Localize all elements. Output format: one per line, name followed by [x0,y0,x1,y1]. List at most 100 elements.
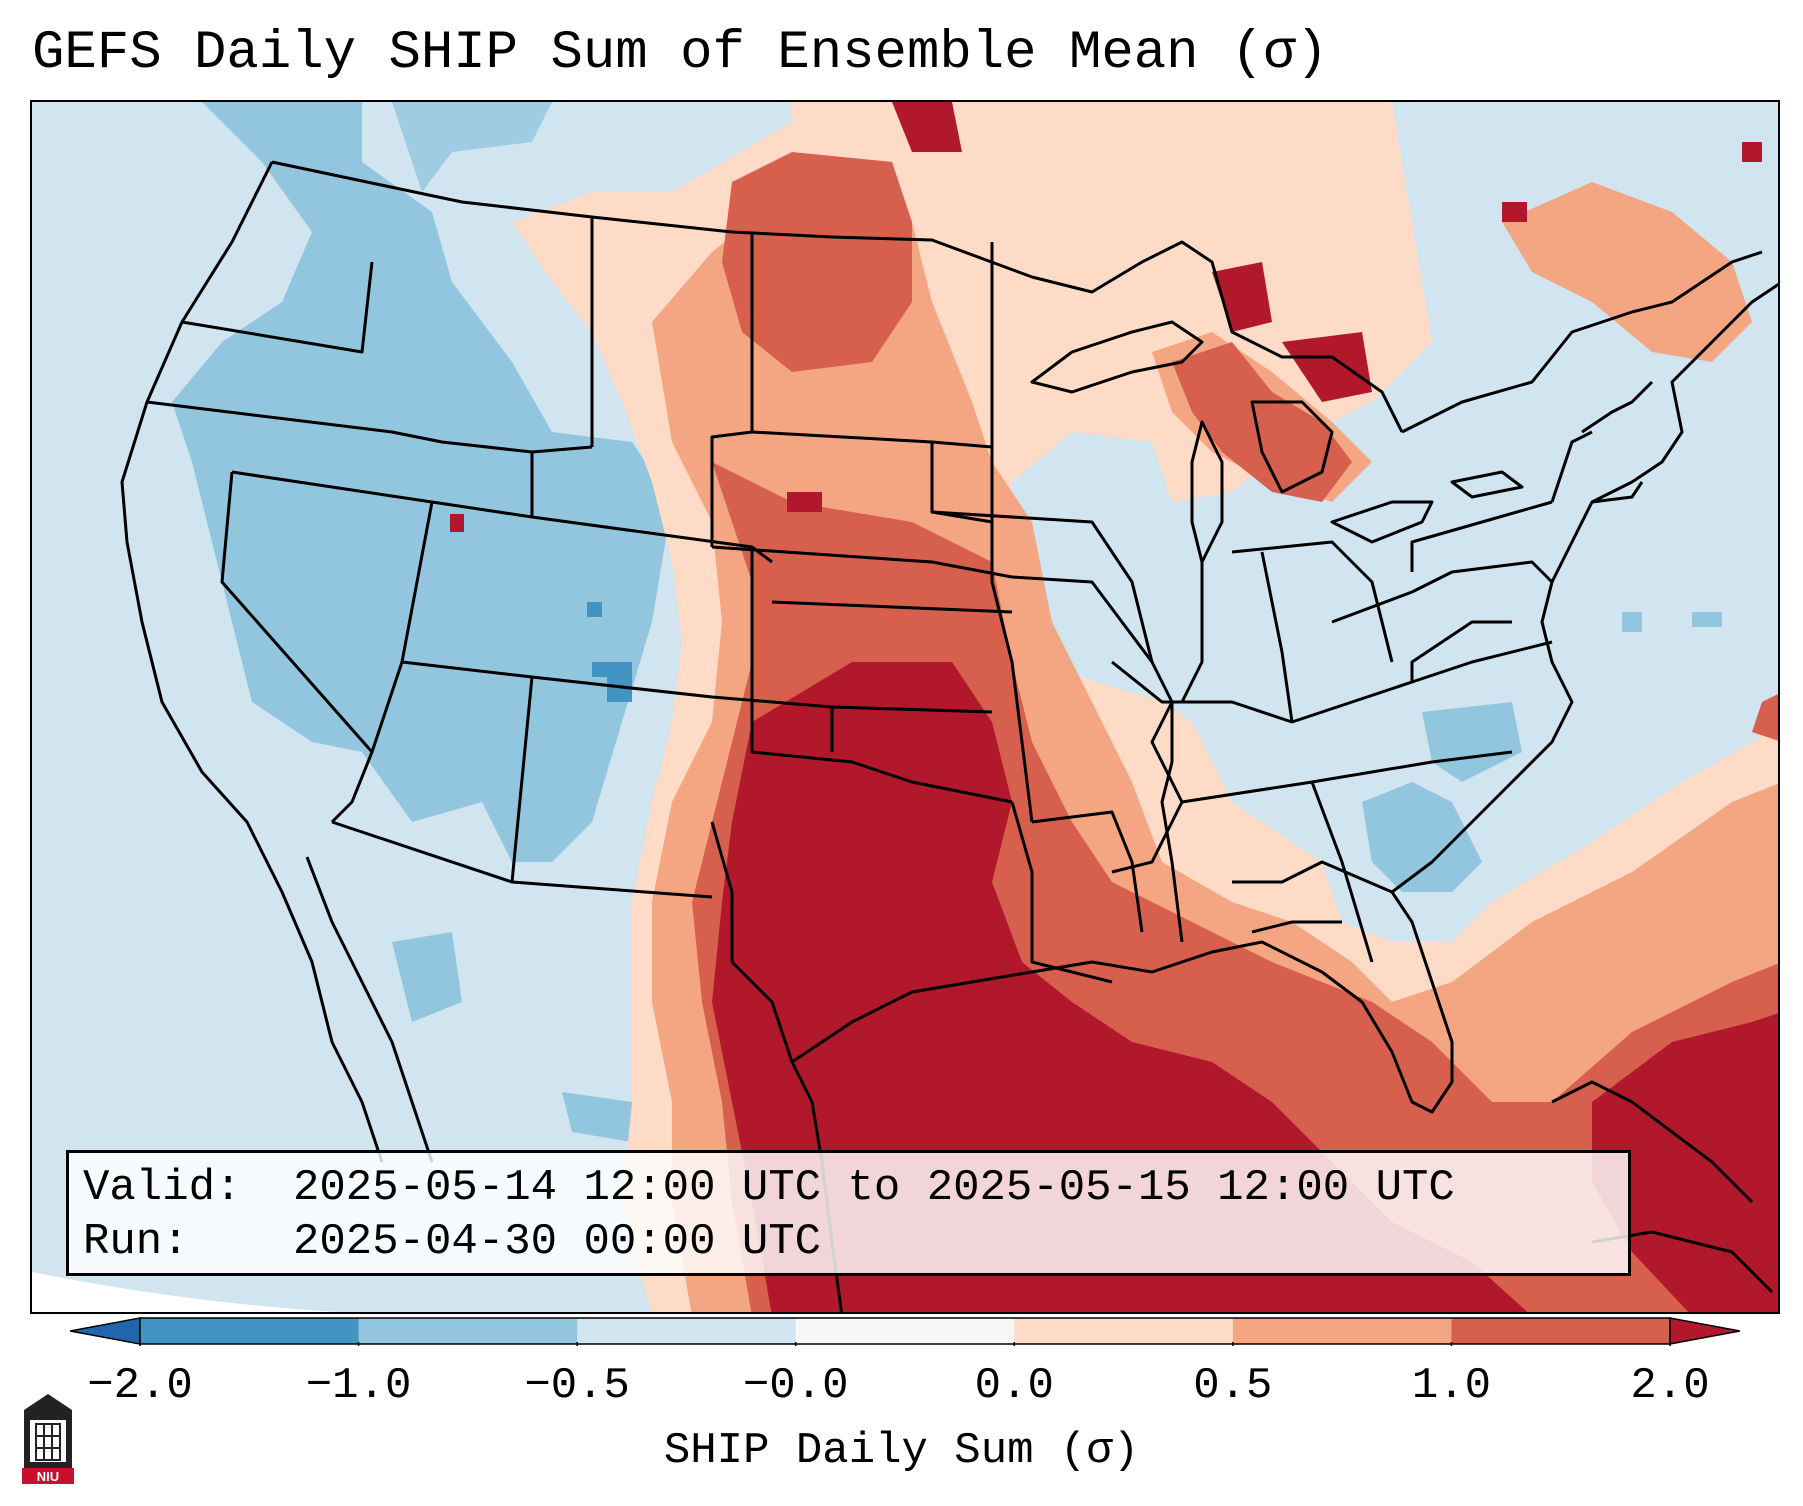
colorbar-tick-label: 0.5 [1193,1361,1273,1411]
colorbar [70,1317,1740,1346]
colorbar-segment [140,1318,360,1344]
state-border [1550,430,1593,503]
negative-anomaly-region [1692,612,1722,627]
negative-anomaly-region [1622,612,1642,632]
state-border [1031,810,1144,933]
great-lakes [1250,400,1334,494]
colorbar-segment [795,1318,1015,1344]
coastline [1551,1080,1754,1204]
colorbar-tick-label: −0.5 [524,1361,630,1411]
map-panel [30,100,1780,1314]
great-lakes [1450,470,1524,499]
state-border [710,821,734,962]
state-border [1010,801,1113,984]
valid-row: Valid: 2025-05-14 12:00 UTC to 2025-05-15… [83,1161,1614,1215]
great-lakes [1330,500,1434,544]
positive-anomaly-region [450,514,464,532]
colorbar-tick-label: 0.0 [974,1361,1054,1411]
state-border [930,442,1154,663]
valid-value: 2025-05-14 12:00 UTC to 2025-05-15 12:00… [293,1163,1455,1213]
state-border [401,660,993,714]
colorbar-segment [1451,1318,1671,1344]
negative-anomaly-region [1422,702,1522,782]
colorbar-segment [577,1318,797,1344]
valid-label: Valid: [83,1163,242,1213]
negative-anomaly-region [172,102,672,862]
niu-logo-icon: NIU [22,1394,74,1484]
state-border [330,501,434,824]
state-border [146,400,533,454]
colorbar-tick-label: 1.0 [1411,1361,1492,1411]
state-border [181,261,374,354]
state-border [1410,500,1553,572]
colorbar-label: SHIP Daily Sum (σ) [663,1426,1140,1476]
colorbar-segment [1232,1318,1452,1344]
us-canada-border [1401,250,1763,434]
state-border [1111,640,1553,724]
positive-anomaly-region [1502,182,1752,362]
colorbar-tick-label: −2.0 [87,1361,193,1411]
state-border [1410,620,1512,682]
negative-anomaly-region [592,662,632,702]
state-border [1591,481,1644,504]
state-border [220,471,374,753]
anomaly-map [32,102,1778,1312]
colorbar-segment [1014,1318,1234,1344]
state-border [750,702,1013,804]
state-border [1180,562,1204,703]
state-border [331,820,513,884]
colorbar-segment [358,1318,578,1344]
positive-anomaly-region [1502,202,1527,222]
negative-anomaly-region [587,602,602,617]
positive-anomaly-region [722,152,912,372]
positive-anomaly-region [1752,694,1778,741]
negative-anomaly-region [392,102,552,192]
outside-domain-area [32,1272,336,1312]
state-border [990,242,1034,823]
coastline [305,856,434,1163]
state-border [530,445,593,517]
run-row: Run: 2025-04-30 00:00 UTC [83,1215,1614,1269]
positive-anomaly-region [1172,342,1352,502]
state-border [931,510,993,524]
state-border [1331,560,1554,624]
colorbar-tick-label: −0.0 [742,1361,849,1411]
run-label: Run: [83,1217,189,1267]
positive-anomaly-region [892,102,962,152]
coastline [1391,282,1778,894]
state-border [1231,540,1394,663]
coastline [791,891,1454,1114]
info-box: Valid: 2025-05-14 12:00 UTC to 2025-05-15… [66,1150,1631,1276]
state-border [771,600,1013,614]
state-border [1181,750,1513,804]
colorbar-extend-low [70,1317,141,1345]
great-lakes [1030,320,1204,394]
state-border [1232,860,1393,894]
state-border [1251,920,1342,934]
colorbar-outline [139,1317,1671,1345]
state-border [711,545,1013,579]
state-border [1260,551,1294,723]
coastline [120,161,384,1163]
negative-anomaly-region [392,932,462,1022]
colorbar-tick-label: −1.0 [305,1361,412,1411]
state-border [1160,702,1184,943]
positive-anomaly-region [1742,142,1762,162]
anomaly-fill-layer [32,102,1778,1312]
state-border [1310,781,1374,963]
negative-anomaly-region [1362,782,1482,892]
state-border [710,232,754,547]
negative-anomaly-region [562,1092,632,1142]
us-canada-border [271,160,1404,433]
state-border [1581,380,1654,434]
positive-anomaly-region [1592,1013,1778,1312]
boundary-lines [120,160,1778,1312]
positive-anomaly-region [712,662,1528,1312]
colorbar-extend-high [1669,1317,1740,1345]
colorbar-tick-label: 2.0 [1630,1361,1710,1411]
logo-text: NIU [37,1469,59,1484]
run-value: 2025-04-30 00:00 UTC [293,1217,822,1267]
positive-anomaly-region [1282,332,1372,402]
chart-title: GEFS Daily SHIP Sum of Ensemble Mean (σ) [32,23,1329,84]
positive-anomaly-region [787,492,822,512]
